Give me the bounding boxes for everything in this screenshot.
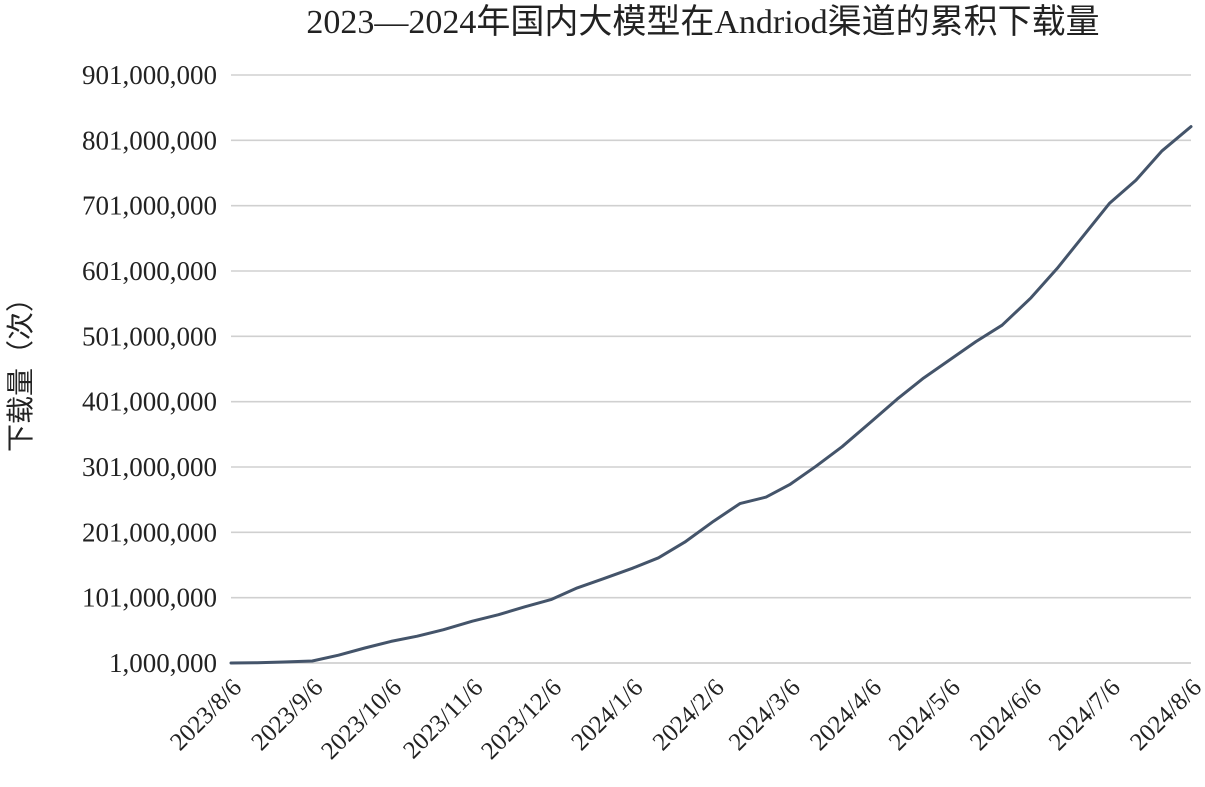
x-tick-label: 2024/6/6 — [965, 674, 1047, 756]
x-tick-label: 2024/2/6 — [648, 674, 730, 756]
x-tick-label: 2024/8/6 — [1125, 674, 1205, 756]
x-tick-label: 2023/9/6 — [246, 674, 328, 756]
x-tick-label: 2024/5/6 — [884, 674, 966, 756]
y-tick-label: 101,000,000 — [82, 583, 217, 613]
y-tick-label: 401,000,000 — [82, 387, 217, 417]
x-tick-label: 2024/1/6 — [566, 674, 648, 756]
series-line — [229, 125, 1193, 665]
y-axis-ticks: 1,000,000 101,000,000 201,000,000 301,000,0… — [82, 60, 217, 678]
y-tick-label: 701,000,000 — [82, 191, 217, 221]
y-tick-label: 201,000,000 — [82, 517, 217, 547]
x-axis-ticks: 2023/8/6 2023/9/62023/10/62023/11/62023/1… — [165, 674, 1205, 765]
x-tick-label: 2024/3/6 — [724, 674, 806, 756]
y-tick-label: 1,000,000 — [109, 648, 217, 678]
gridlines — [231, 74, 1191, 664]
series-layer — [229, 125, 1193, 665]
y-tick-label: 501,000,000 — [82, 321, 217, 351]
y-tick-label: 901,000,000 — [82, 60, 217, 90]
chart-title: 2023—2024年国内大模型在Andriod渠道的累积下载量 — [306, 3, 1099, 41]
y-tick-label: 801,000,000 — [82, 125, 217, 155]
x-tick-label: 2023/12/6 — [476, 674, 567, 765]
x-tick-label: 2023/11/6 — [398, 674, 488, 764]
y-tick-label: 301,000,000 — [82, 452, 217, 482]
y-axis-title: 下载量（次） — [5, 284, 37, 452]
x-tick-label: 2023/10/6 — [316, 674, 407, 765]
y-tick-label: 601,000,000 — [82, 256, 217, 286]
x-tick-label: 2024/4/6 — [805, 674, 887, 756]
x-tick-label: 2024/7/6 — [1044, 674, 1126, 756]
x-tick-label: 2023/8/6 — [165, 674, 247, 756]
